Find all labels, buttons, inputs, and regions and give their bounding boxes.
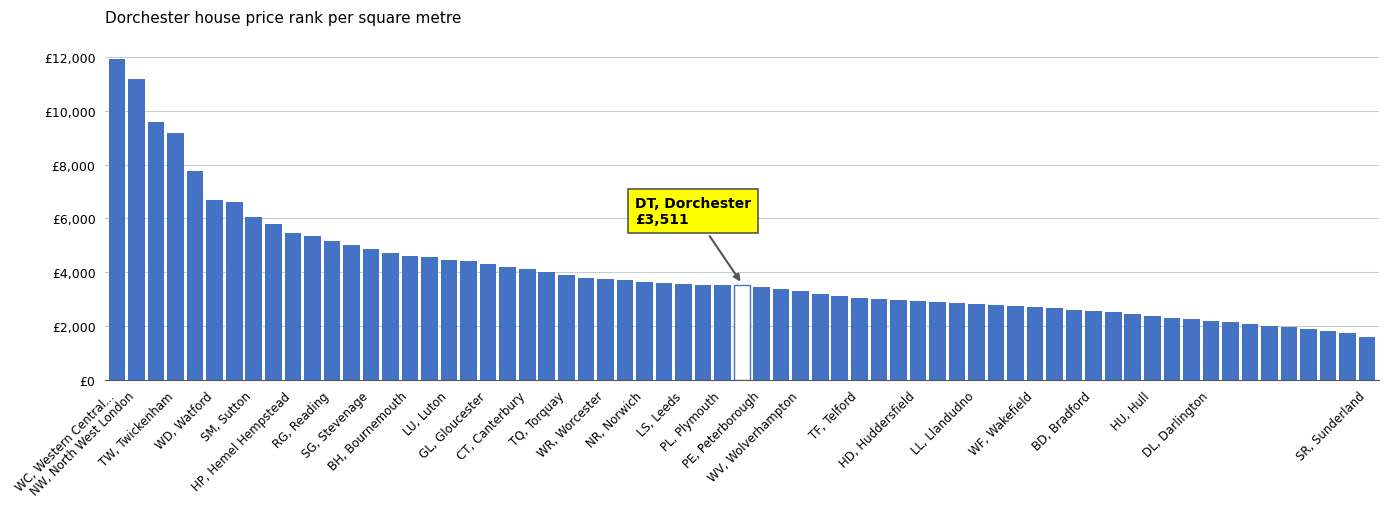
Bar (676, 285, 692, 380)
Text: DT, Dorchester
£3,511: DT, Dorchester £3,511 (635, 196, 751, 280)
Bar (577, 278, 594, 380)
Bar (557, 275, 574, 380)
Bar (890, 300, 906, 380)
Bar (441, 261, 457, 380)
Bar (324, 242, 341, 380)
Bar (227, 203, 242, 380)
Bar (1340, 333, 1355, 380)
Bar (948, 303, 965, 380)
Bar (637, 282, 653, 380)
Bar (812, 294, 828, 380)
Bar (186, 172, 203, 380)
Bar (734, 286, 751, 380)
Bar (382, 254, 399, 380)
Bar (1241, 324, 1258, 380)
Bar (773, 289, 790, 380)
Bar (518, 270, 535, 380)
Bar (1163, 318, 1180, 380)
Bar (1300, 329, 1316, 380)
Bar (1086, 312, 1102, 380)
Bar (851, 298, 867, 380)
Bar (460, 262, 477, 380)
Bar (1008, 306, 1024, 380)
Bar (304, 237, 321, 380)
Bar (929, 303, 945, 380)
Bar (1047, 309, 1063, 380)
Bar (265, 224, 282, 380)
Bar (1319, 331, 1336, 380)
Bar (206, 200, 222, 380)
Bar (792, 292, 809, 380)
Bar (695, 285, 712, 380)
Bar (1027, 307, 1044, 380)
Bar (285, 234, 302, 380)
Bar (831, 297, 848, 380)
Bar (870, 299, 887, 380)
Bar (1066, 310, 1083, 380)
Bar (421, 258, 438, 380)
Bar (343, 246, 360, 380)
Bar (1125, 315, 1141, 380)
Bar (480, 265, 496, 380)
Bar (246, 218, 263, 380)
Bar (1144, 317, 1161, 380)
Bar (363, 250, 379, 380)
Bar (1105, 313, 1122, 380)
Bar (988, 305, 1005, 380)
Bar (753, 288, 770, 380)
Bar (1261, 326, 1277, 380)
Bar (108, 60, 125, 380)
Bar (598, 279, 613, 380)
Bar (617, 280, 634, 380)
Bar (1183, 319, 1200, 380)
Bar (1222, 322, 1238, 380)
Bar (1202, 321, 1219, 380)
Bar (538, 273, 555, 380)
Bar (128, 79, 145, 380)
Bar (714, 286, 731, 380)
Bar (402, 257, 418, 380)
Bar (167, 133, 183, 380)
Bar (1359, 337, 1376, 380)
Bar (969, 304, 984, 380)
Bar (499, 267, 516, 380)
Bar (656, 284, 673, 380)
Text: Dorchester house price rank per square metre: Dorchester house price rank per square m… (106, 11, 461, 26)
Bar (147, 123, 164, 380)
Bar (1280, 328, 1297, 380)
Bar (909, 302, 926, 380)
